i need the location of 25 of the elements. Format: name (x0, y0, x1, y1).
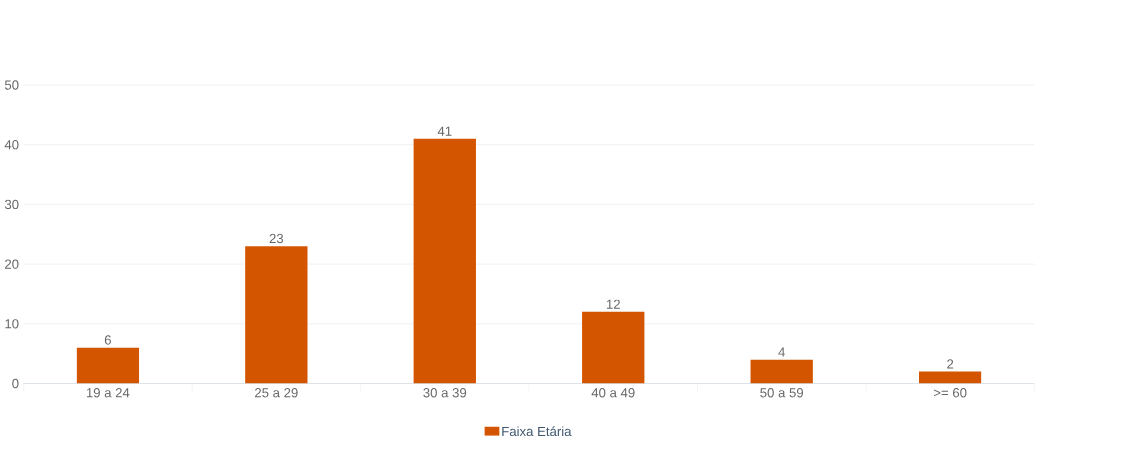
data-label: 4 (778, 347, 785, 357)
y-tick-label: 20 (5, 259, 19, 269)
y-tick-label: 30 (4, 199, 19, 209)
y-tick-label: 40 (4, 139, 19, 150)
x-tick-label: 25 a 29 (255, 387, 298, 398)
data-label: 41 (437, 126, 452, 136)
data-label: 2 (947, 359, 954, 369)
x-tick-label: 30 a 39 (423, 387, 467, 398)
y-tick-label: 10 (5, 319, 19, 329)
y-tick-label: 50 (4, 80, 19, 90)
bar (245, 246, 308, 384)
x-tick-label: >= 60 (933, 387, 967, 398)
bar (413, 138, 476, 384)
bar (582, 311, 645, 384)
bar (76, 347, 140, 384)
x-tick-label: 19 a 24 (86, 387, 130, 398)
x-tick-label: 50 a 59 (760, 387, 804, 398)
legend-label: Faixa Etária (502, 426, 572, 437)
y-tick-label: 0 (12, 378, 19, 389)
data-label: 23 (269, 233, 284, 244)
x-tick-label: 40 a 49 (591, 387, 635, 398)
bar (918, 371, 982, 384)
data-label: 6 (104, 335, 111, 345)
data-label: 12 (606, 299, 620, 309)
bar (750, 359, 813, 384)
